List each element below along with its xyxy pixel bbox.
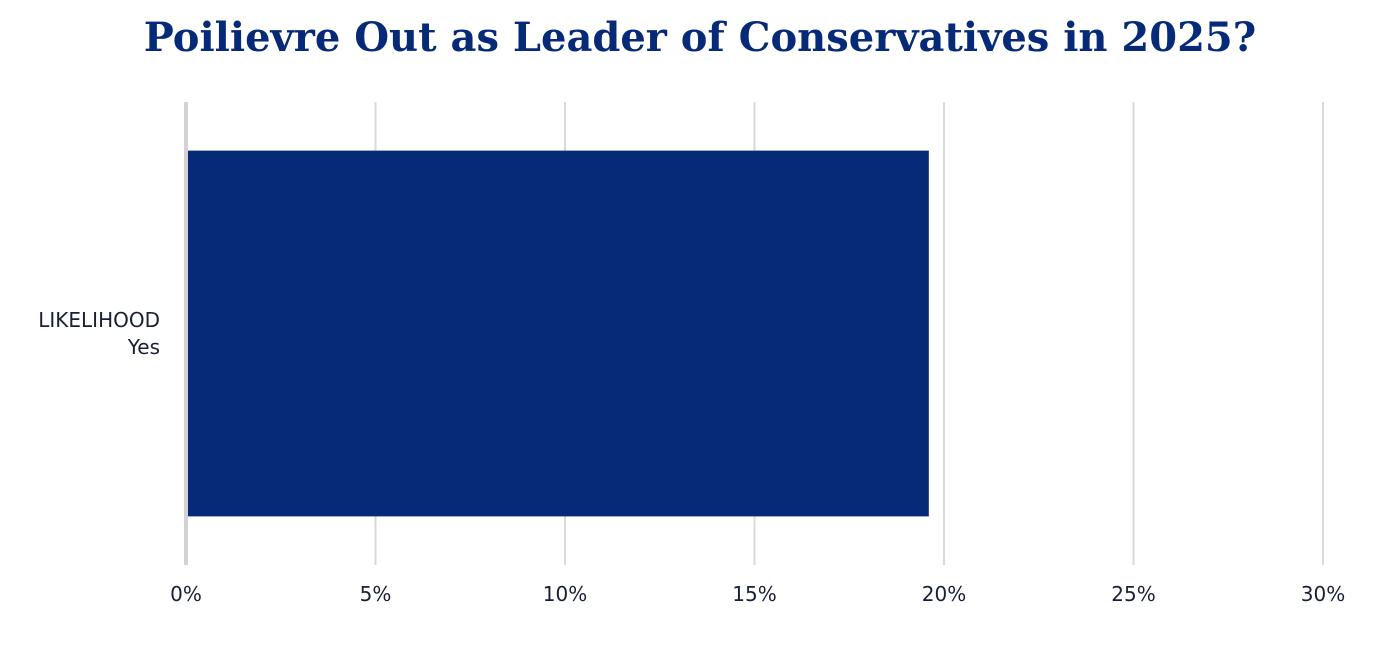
chart-title: Poilievre Out as Leader of Conservatives… [143, 14, 1257, 61]
category-label-line: LIKELIHOOD [38, 308, 160, 332]
x-tick-labels: 0% 5% 10% 15% 20% 25% 30% [170, 582, 1345, 606]
x-tick-label-0: 0% [170, 582, 202, 606]
bars [188, 150, 929, 517]
category-label-line: Yes [127, 335, 160, 359]
x-tick-label-15: 15% [732, 582, 776, 606]
x-tick-label-20: 20% [922, 582, 966, 606]
category-label-0: LIKELIHOOD Yes [38, 308, 160, 359]
x-tick-label-30: 30% [1301, 582, 1345, 606]
x-tick-label-25: 25% [1111, 582, 1155, 606]
x-tick-label-5: 5% [360, 582, 392, 606]
x-tick-label-10: 10% [543, 582, 587, 606]
bar-0 [188, 150, 929, 517]
category-labels: LIKELIHOOD Yes [38, 308, 160, 359]
